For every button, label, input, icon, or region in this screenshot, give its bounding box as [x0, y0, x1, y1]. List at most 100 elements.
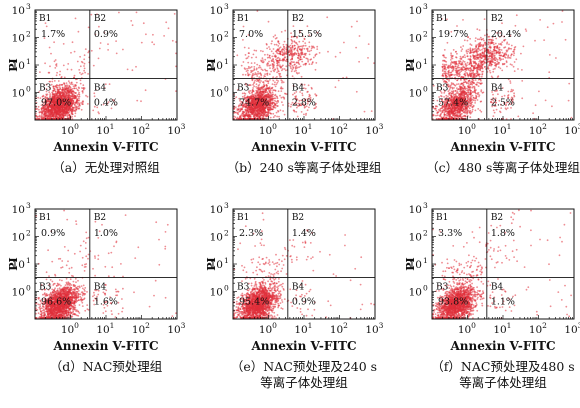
event-point — [254, 105, 257, 108]
event-point — [135, 65, 137, 68]
event-point — [469, 104, 472, 107]
event-point — [463, 96, 466, 98]
event-point — [44, 96, 47, 99]
event-point — [64, 100, 67, 102]
event-point — [299, 31, 301, 34]
event-point — [78, 104, 81, 107]
event-point — [255, 89, 258, 92]
event-point — [462, 101, 465, 104]
event-point — [510, 44, 513, 47]
y-tick-exponent: 0 — [26, 85, 31, 94]
event-point — [50, 83, 53, 86]
event-point — [314, 107, 317, 109]
event-point — [44, 107, 46, 110]
event-point — [257, 72, 260, 75]
event-point — [300, 104, 303, 107]
event-point — [307, 97, 310, 100]
event-point — [67, 87, 70, 89]
event-point — [244, 73, 247, 76]
event-point — [259, 92, 261, 94]
event-point — [285, 65, 288, 68]
y-tick-label: 10 — [12, 60, 25, 72]
axis-ticks — [34, 10, 176, 121]
event-point — [58, 73, 61, 76]
event-point — [71, 41, 74, 44]
event-point — [299, 104, 301, 107]
event-point — [299, 91, 301, 93]
quadrant-label-b1: B1 — [39, 14, 51, 24]
event-point — [447, 95, 449, 98]
event-point — [277, 80, 280, 82]
event-point — [243, 98, 245, 101]
event-point — [294, 98, 297, 100]
event-point — [291, 64, 294, 67]
event-point — [441, 107, 444, 110]
event-point — [350, 25, 353, 28]
event-point — [459, 115, 461, 118]
event-point — [251, 98, 253, 100]
event-point — [68, 116, 71, 119]
event-point — [298, 40, 301, 43]
event-point — [69, 98, 72, 100]
event-point — [274, 85, 277, 88]
event-point — [273, 64, 275, 67]
event-point — [57, 99, 60, 102]
event-point — [98, 25, 100, 28]
x-tick-exponent: 2 — [145, 122, 150, 131]
event-point — [295, 52, 298, 55]
event-point — [269, 48, 271, 50]
event-point — [263, 108, 266, 111]
event-point — [68, 114, 71, 116]
quadrant-label-b1: B1 — [237, 14, 249, 24]
event-point — [40, 118, 43, 120]
event-point — [254, 72, 257, 74]
event-point — [477, 93, 479, 96]
y-tick-exponent: 2 — [224, 30, 229, 39]
x-tick-exponent: 1 — [308, 122, 313, 131]
event-point — [47, 117, 50, 120]
event-point — [455, 92, 458, 94]
event-point — [459, 93, 461, 95]
event-point — [442, 118, 445, 120]
event-point — [49, 93, 51, 95]
event-point — [269, 100, 272, 103]
event-point — [311, 61, 314, 63]
event-point — [92, 109, 95, 112]
event-point — [275, 43, 278, 46]
event-point — [38, 114, 41, 117]
event-point — [255, 97, 258, 100]
event-point — [78, 93, 81, 96]
event-point — [451, 87, 454, 90]
event-point — [449, 102, 452, 105]
event-point — [454, 89, 457, 92]
event-point — [449, 94, 452, 97]
event-point — [247, 47, 250, 49]
event-point — [274, 93, 277, 96]
event-point — [95, 89, 97, 91]
event-point — [294, 63, 296, 66]
event-point — [301, 94, 304, 97]
event-point — [272, 112, 275, 115]
event-point — [62, 99, 65, 102]
event-point — [67, 90, 69, 93]
event-point — [80, 102, 82, 104]
event-point — [60, 99, 62, 102]
event-point — [258, 78, 261, 81]
event-point — [67, 63, 70, 65]
event-point — [175, 52, 177, 55]
event-point — [38, 108, 40, 111]
event-point — [64, 84, 67, 87]
event-point — [252, 100, 254, 102]
event-point — [96, 106, 99, 109]
event-point — [268, 73, 271, 76]
event-point — [268, 54, 271, 57]
event-point — [71, 115, 73, 118]
event-point — [291, 56, 294, 59]
event-point — [253, 85, 255, 88]
event-point — [250, 62, 253, 64]
event-point — [53, 94, 56, 97]
event-point — [453, 107, 456, 110]
event-point — [284, 92, 286, 95]
event-point — [104, 83, 107, 86]
event-point — [51, 101, 54, 104]
